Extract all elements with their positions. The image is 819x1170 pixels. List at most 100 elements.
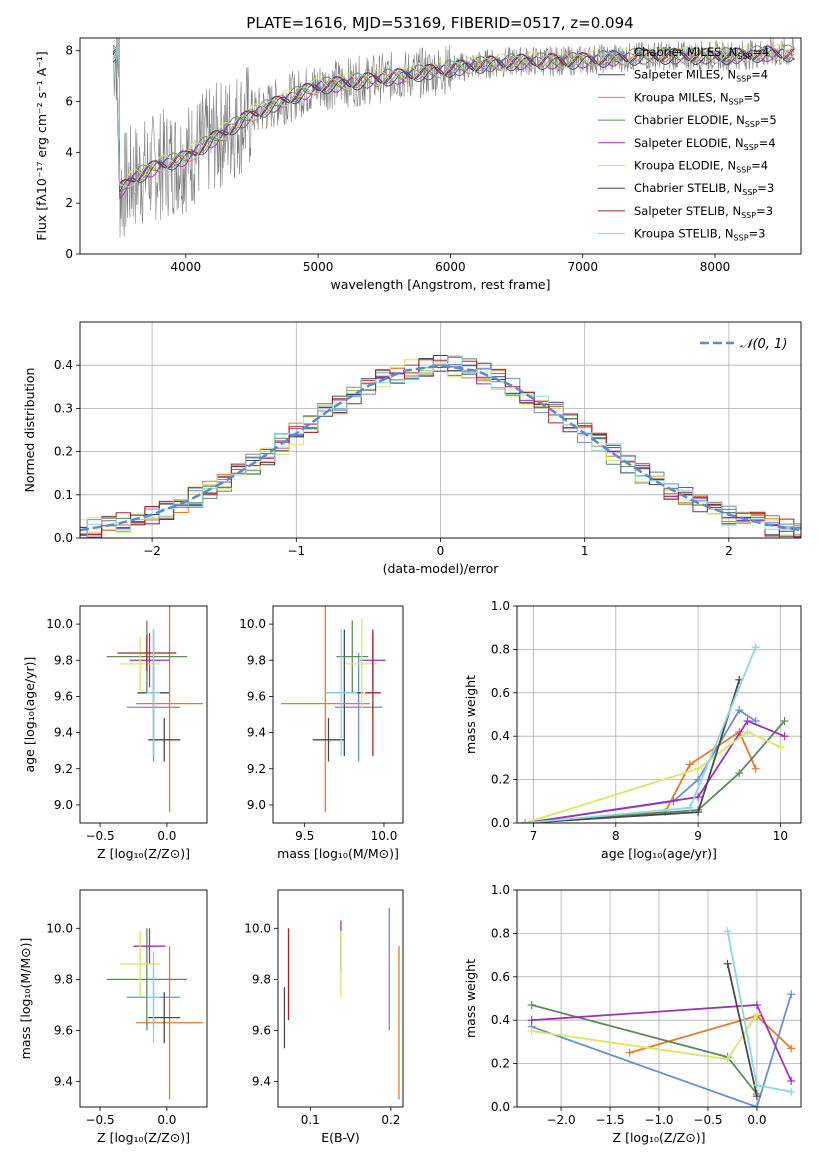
legend-label: Kroupa ELODIE, NSSP=4 (634, 159, 768, 175)
x-tick-label: 5000 (303, 260, 334, 274)
x-tick-label: −2.0 (546, 1113, 575, 1127)
mass-vs-metallicity-panel: −0.5 0.0 9.4 9.6 9.8 10.0 Z [log₁₀(Z/Z⊙)] mass … (18, 889, 208, 1145)
legend-subscript: SSP (729, 97, 744, 106)
legend-subscript: SSP (736, 75, 751, 84)
plot-area (112, 38, 795, 238)
legend-label: Kroupa MILES, NSSP=5 (634, 90, 760, 106)
x-axis-label: mass [log₁₀(M/M⊙)] (277, 846, 399, 861)
x-tick-label: 10.0 (371, 829, 398, 843)
y-tick-label: 10.0 (239, 617, 266, 631)
mass-weight-line (531, 993, 793, 1107)
legend-label: Chabrier MILES, NSSP=4 (634, 45, 769, 61)
normal-distribution-line (80, 364, 801, 532)
y-tick-label: 9.8 (252, 972, 271, 986)
legend-subscript: SSP (736, 166, 751, 175)
y-tick-label: 9.8 (54, 972, 73, 986)
figure-title: PLATE=1616, MJD=53169, FIBERID=0517, z=0… (246, 14, 633, 32)
x-axis-label: E(B-V) (321, 1130, 360, 1145)
mass-weight-line (525, 730, 757, 823)
y-tick-label: 0.3 (54, 401, 73, 415)
x-tick-label: 7000 (567, 260, 598, 274)
x-tick-label: −1.5 (595, 1113, 624, 1127)
legend-count: =3 (756, 204, 773, 218)
y-tick-label: 0.4 (491, 1013, 510, 1027)
x-tick-label: 2 (725, 544, 733, 558)
x-tick-label: 0 (437, 544, 445, 558)
legend-label: Chabrier STELIB, NSSP=3 (634, 181, 774, 197)
age-vs-metallicity-panel: −0.5 0.0 9.0 9.2 9.4 9.6 9.8 10.0 Z [log₁₀(Z/Z⊙)… (22, 605, 208, 861)
y-tick-label: 0.0 (491, 1100, 510, 1114)
y-tick-label: 0.4 (54, 358, 73, 372)
y-tick-label: 0.8 (491, 926, 510, 940)
mass-vs-extinction-panel: 0.1 0.2 9.4 9.6 9.8 10.0 E(B-V) (244, 889, 404, 1145)
y-tick-label: 10.0 (46, 921, 73, 935)
y-tick-label: 0.4 (491, 729, 510, 743)
y-tick-label: 8 (65, 44, 73, 58)
model-spectrum-line (112, 45, 795, 186)
plot-area (106, 606, 203, 813)
x-tick-label: 4000 (171, 260, 202, 274)
y-tick-label: 1.0 (491, 599, 510, 613)
x-tick-label: 0.1 (301, 1113, 320, 1127)
y-tick-label: 10.0 (244, 921, 271, 935)
y-tick-label: 9.6 (252, 1023, 271, 1037)
y-tick-label: 9.4 (54, 726, 73, 740)
x-tick-label: −0.5 (85, 1113, 114, 1127)
x-tick-label: 7 (530, 829, 538, 843)
y-tick-label: 2 (65, 196, 73, 210)
x-axis-label: Z [log₁₀(Z/Z⊙)] (613, 1130, 706, 1145)
y-tick-label: 9.4 (252, 1074, 271, 1088)
age-vs-mass-panel: 9.5 10.0 9.0 9.2 9.4 9.6 9.8 10.0 mass [log₁₀(M/… (239, 605, 404, 861)
histogram-step-line (80, 355, 801, 538)
y-tick-label: 9.2 (54, 762, 73, 776)
plot-area (280, 606, 386, 813)
x-axis-label: Z [log₁₀(Z/Z⊙)] (97, 1130, 190, 1145)
x-tick-label: 8 (612, 829, 620, 843)
mass-weight-line (629, 1014, 792, 1054)
spectrum-panel: 4000 5000 6000 7000 8000 0 2 4 6 8 wavelength [Ang… (34, 37, 802, 292)
histogram-step-line (80, 364, 801, 534)
model-spectrum-line (112, 48, 795, 200)
x-tick-label: −2 (143, 544, 161, 558)
y-axis-label: mass weight (463, 959, 478, 1038)
axes-frame (79, 889, 208, 1108)
legend-count: =5 (760, 113, 777, 127)
mass-weight-line (726, 963, 758, 1097)
x-tick-label: −1 (287, 544, 305, 558)
y-tick-label: 9.6 (54, 1023, 73, 1037)
y-axis-label: age [log₁₀(age/yr)] (22, 657, 37, 773)
x-axis-label: Z [log₁₀(Z/Z⊙)] (97, 846, 190, 861)
y-tick-label: 9.2 (247, 762, 266, 776)
legend-subscript: SSP (744, 143, 759, 152)
legend-count: =3 (757, 181, 774, 195)
y-tick-label: 9.8 (54, 653, 73, 667)
mass-weight-line (525, 720, 786, 823)
y-tick-label: 0.0 (54, 531, 73, 545)
axes-frame (516, 605, 802, 824)
y-tick-label: 9.0 (54, 798, 73, 812)
legend-count: =4 (752, 45, 769, 59)
plot-area (80, 355, 801, 538)
legend-label: Kroupa STELIB, NSSP=3 (634, 227, 765, 243)
axes-frame (516, 889, 802, 1108)
y-tick-label: 6 (65, 95, 73, 109)
axes-frame (272, 605, 404, 824)
y-tick-label: 9.6 (54, 689, 73, 703)
residual-histogram-panel: −2 −1 0 1 2 0.0 0.1 0.2 0.3 0.4 (data-model)/error… (22, 321, 802, 576)
y-tick-label: 9.6 (247, 689, 266, 703)
mass-weight-line (525, 719, 785, 823)
legend-label: Chabrier ELODIE, NSSP=5 (634, 113, 777, 129)
model-spectrum-line (112, 46, 795, 188)
mass-weight-line (525, 646, 757, 823)
y-axis-label: mass weight (463, 675, 478, 754)
legend-label: Salpeter MILES, NSSP=4 (634, 68, 768, 84)
y-tick-label: 9.0 (247, 798, 266, 812)
legend-label: Salpeter ELODIE, NSSP=4 (634, 136, 776, 152)
y-tick-label: 0.6 (491, 686, 510, 700)
x-tick-label: −0.5 (693, 1113, 722, 1127)
legend-subscript: SSP (745, 120, 760, 129)
x-axis-label: (data-model)/error (383, 561, 500, 576)
plot-area (521, 643, 789, 823)
legend-subscript: SSP (734, 234, 749, 243)
